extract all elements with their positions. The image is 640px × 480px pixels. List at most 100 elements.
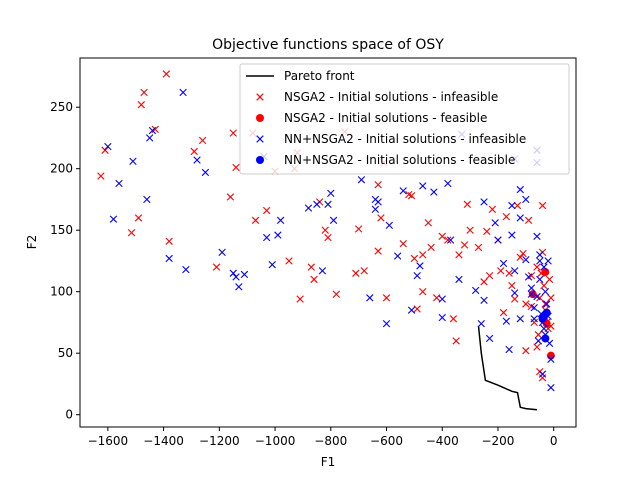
data-point [332,290,341,298]
data-point [455,251,463,259]
legend-circle-marker [256,114,264,122]
y-tick-label: 150 [50,223,73,237]
data-point [534,337,543,345]
legend-x-marker [256,93,264,101]
x-tick-label: −1200 [199,434,240,448]
data-point [499,308,508,317]
data-point [545,275,554,284]
data-point [511,295,519,303]
data-point [410,254,419,263]
legend-box [239,63,570,175]
legend-item: NN+NSGA2 - Initial solutions - infeasibl… [256,132,526,146]
axes-border [79,57,577,428]
data-point [533,232,541,241]
data-point [232,163,240,172]
data-point [218,248,226,257]
legend-item: NSGA2 - Initial solutions - infeasible [256,90,498,104]
x-tick-label: −1600 [88,434,129,448]
data-point [285,257,293,265]
data-point [547,383,555,392]
data-point [229,269,237,277]
data-point [324,200,332,209]
data-point [460,241,469,249]
data-point [162,70,171,78]
data-point [497,267,505,275]
data-point [485,334,494,343]
data-point [499,259,508,268]
data-point [385,221,393,229]
chart-title: Objective functions space of OSY [212,37,444,53]
data-point [360,267,368,275]
data-point [407,306,416,314]
data-point [540,281,548,290]
data-point [519,249,527,258]
data-point [522,256,530,264]
data-point [321,226,329,234]
data-point [143,195,151,204]
data-point [528,290,537,299]
data-point [296,295,304,303]
data-point [491,219,499,227]
data-point [542,308,551,317]
series-1 [97,70,555,382]
series-4 [538,308,551,343]
data-point [407,192,416,200]
data-point [511,267,519,275]
y-tick-label: 250 [50,100,73,114]
data-point [533,263,541,271]
data-point [371,205,380,213]
data-point [516,315,524,323]
data-point [148,126,157,135]
data-point [129,157,137,166]
data-point [413,305,421,313]
data-point [449,315,458,323]
data-point [201,168,210,177]
data-point [165,237,173,245]
x-tick-label: 0 [550,434,558,448]
data-point [534,331,543,339]
data-point [212,263,221,271]
data-point [530,315,538,323]
data-point [240,270,249,279]
data-point [444,179,452,188]
data-point [540,324,548,333]
data-point [524,216,533,225]
data-point [310,275,318,284]
data-point [516,253,524,261]
data-point [313,200,321,209]
x-tick-label: −1400 [143,434,184,448]
data-point [274,231,282,239]
legend: Pareto front NSGA2 - Initial solutions - … [239,63,570,175]
data-point [483,227,491,236]
data-point [377,214,385,222]
data-point [480,278,488,286]
data-point [546,351,555,360]
data-point [508,201,516,210]
data-point [137,101,145,109]
legend-x-marker [256,135,264,143]
legend-label: Pareto front [284,69,355,83]
data-point [413,272,421,280]
data-point [502,212,511,221]
data-point [324,233,332,242]
data-point [538,370,547,378]
legend-label: NN+NSGA2 - Initial solutions - infeasibl… [284,132,526,146]
data-point [522,347,530,355]
data-point [527,284,536,292]
data-point [516,185,524,194]
data-point [424,219,433,227]
data-point [232,273,240,281]
data-point [533,292,541,301]
data-point [452,337,460,345]
data-point [263,206,271,215]
data-point [327,189,335,197]
data-point [446,236,455,244]
data-point [516,214,524,222]
data-point [145,134,154,142]
legend-label: NSGA2 - Initial solutions - feasible [284,111,487,125]
data-point [352,269,360,277]
data-point [538,201,547,210]
data-point [140,88,148,97]
data-point [527,290,536,298]
